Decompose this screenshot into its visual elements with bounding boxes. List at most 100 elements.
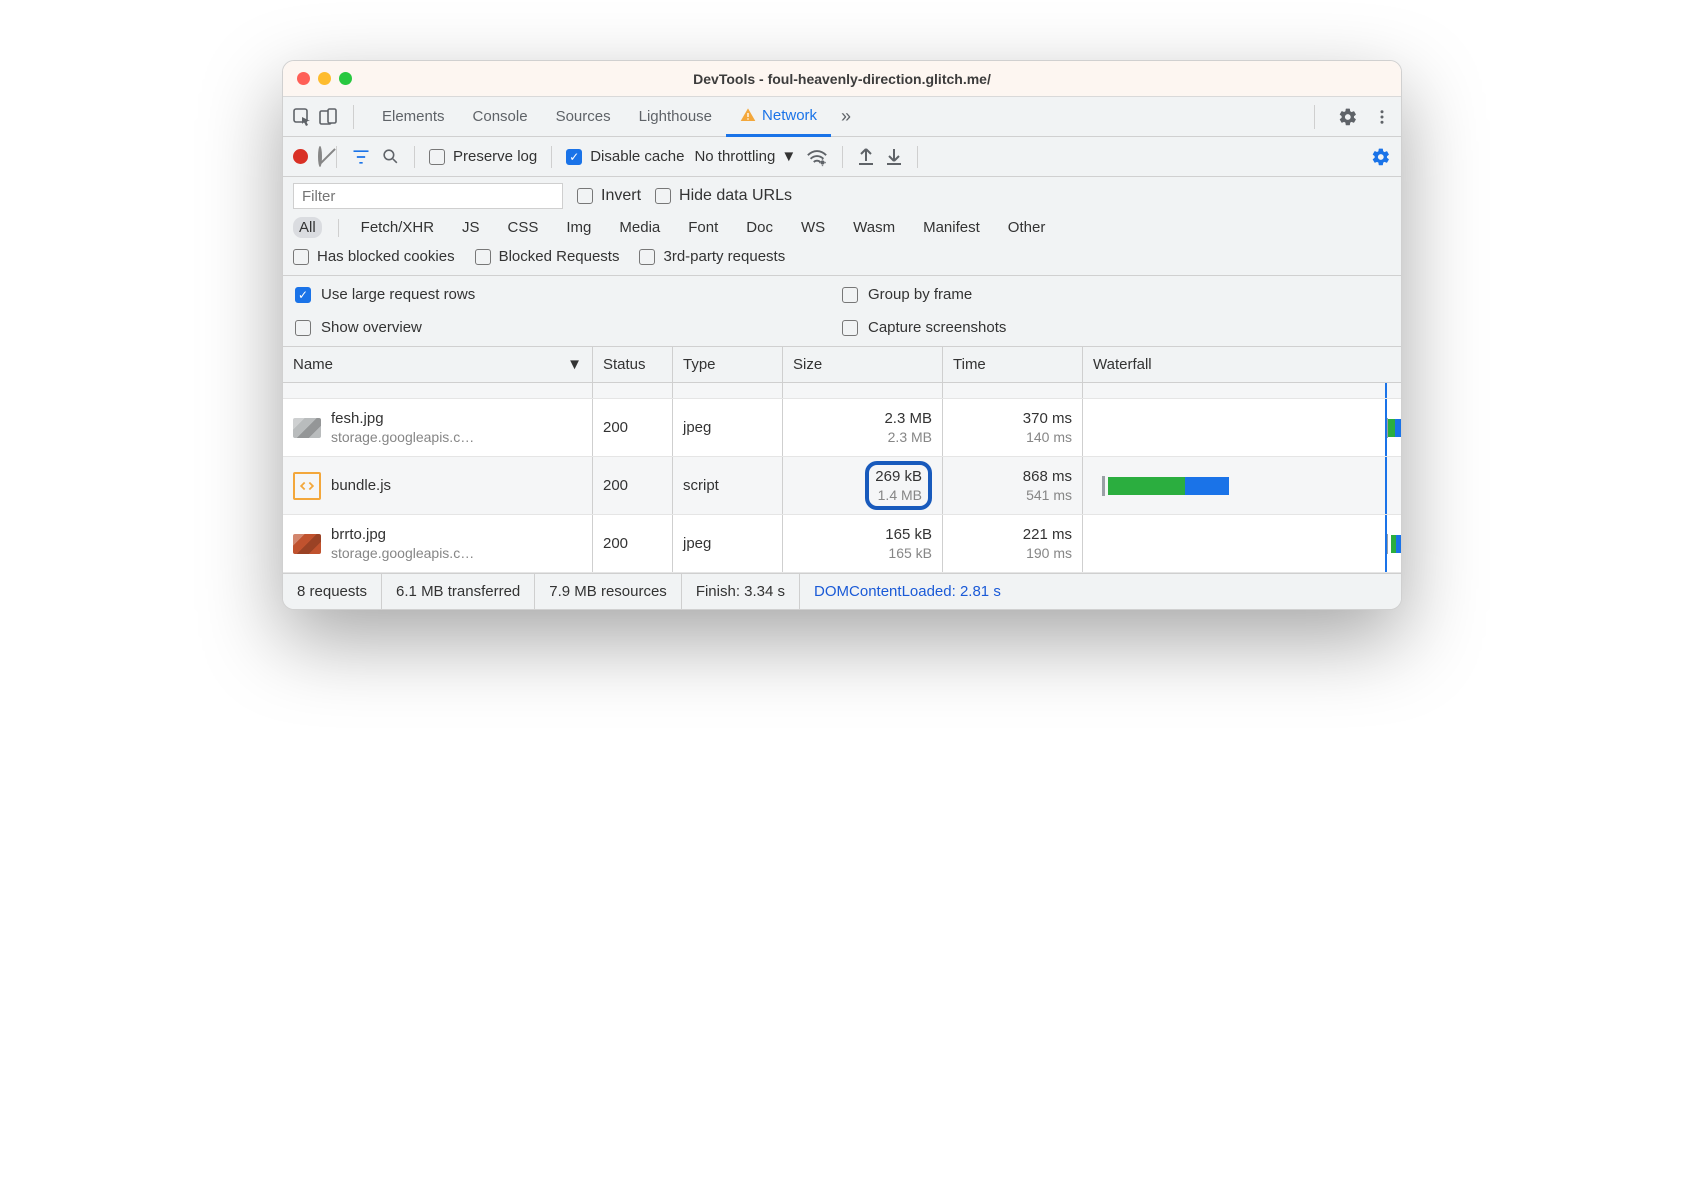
- size-resource: 165 kB: [888, 544, 932, 562]
- disable-cache-label: Disable cache: [590, 148, 684, 165]
- third-party-checkbox[interactable]: 3rd-party requests: [639, 248, 785, 265]
- capture-screenshots-checkbox[interactable]: Capture screenshots: [842, 319, 1389, 336]
- column-header-size[interactable]: Size: [783, 347, 943, 382]
- preserve-log-checkbox[interactable]: Preserve log: [429, 148, 537, 165]
- show-overview-checkbox[interactable]: Show overview: [295, 319, 842, 336]
- dcl-marker-line: [1385, 515, 1387, 572]
- tab-label: Sources: [556, 108, 611, 125]
- sort-icon: ▼: [567, 356, 582, 373]
- type-filter-all[interactable]: All: [293, 217, 322, 238]
- filter-input[interactable]: [293, 183, 563, 209]
- network-table-body: fesh.jpgstorage.googleapis.c…200jpeg2.3 …: [283, 383, 1401, 573]
- separator: [1314, 105, 1315, 129]
- invert-checkbox[interactable]: Invert: [577, 187, 641, 205]
- network-conditions-icon[interactable]: [806, 147, 828, 167]
- titlebar: DevTools - foul-heavenly-direction.glitc…: [283, 61, 1401, 97]
- column-header-type[interactable]: Type: [673, 347, 783, 382]
- image-thumb-icon: [293, 534, 321, 554]
- size-highlight: 269 kB1.4 MB: [865, 461, 932, 511]
- separator: [353, 105, 354, 129]
- type-filter-img[interactable]: Img: [560, 217, 597, 238]
- time-total: 370 ms: [1023, 409, 1072, 429]
- network-table-header: Name▼ Status Type Size Time Waterfall: [283, 347, 1401, 383]
- table-row[interactable]: fesh.jpgstorage.googleapis.c…200jpeg2.3 …: [283, 399, 1401, 457]
- size-transfer: 165 kB: [885, 525, 932, 545]
- type-filter-media[interactable]: Media: [613, 217, 666, 238]
- more-tabs-button[interactable]: »: [835, 106, 857, 128]
- chevron-down-icon: ▼: [781, 148, 796, 165]
- use-large-rows-label: Use large request rows: [321, 286, 475, 303]
- filter-area: Invert Hide data URLs All Fetch/XHR JS CSS I…: [283, 177, 1401, 276]
- tab-label: Console: [473, 108, 528, 125]
- third-party-label: 3rd-party requests: [663, 248, 785, 265]
- size-resource: 1.4 MB: [878, 486, 922, 504]
- minimize-window-button[interactable]: [318, 72, 331, 85]
- waterfall-start-notch: [1102, 476, 1105, 496]
- use-large-rows-checkbox[interactable]: ✓Use large request rows: [295, 286, 842, 303]
- filter-toggle-icon[interactable]: [351, 147, 371, 167]
- size-transfer: 2.3 MB: [884, 409, 932, 429]
- close-window-button[interactable]: [297, 72, 310, 85]
- tab-lighthouse[interactable]: Lighthouse: [625, 97, 726, 137]
- table-row[interactable]: bundle.js200script269 kB1.4 MB868 ms541 …: [283, 457, 1401, 515]
- blocked-cookies-checkbox[interactable]: Has blocked cookies: [293, 248, 455, 265]
- waterfall-segment: [1108, 477, 1184, 495]
- panel-tabs: ElementsConsoleSourcesLighthouseNetwork …: [283, 97, 1401, 137]
- request-host: storage.googleapis.c…: [331, 544, 474, 562]
- type-filter-fetchxhr[interactable]: Fetch/XHR: [355, 217, 440, 238]
- tab-network[interactable]: Network: [726, 97, 831, 137]
- devtools-window: DevTools - foul-heavenly-direction.glitc…: [282, 60, 1402, 610]
- type-filter-css[interactable]: CSS: [502, 217, 545, 238]
- hide-data-urls-checkbox[interactable]: Hide data URLs: [655, 187, 792, 205]
- type-filter-wasm[interactable]: Wasm: [847, 217, 901, 238]
- tab-label: Lighthouse: [639, 108, 712, 125]
- tab-label: Elements: [382, 108, 445, 125]
- column-header-time[interactable]: Time: [943, 347, 1083, 382]
- export-har-icon[interactable]: [885, 147, 903, 167]
- zoom-window-button[interactable]: [339, 72, 352, 85]
- settings-gear-icon[interactable]: [1337, 106, 1359, 128]
- window-title: DevTools - foul-heavenly-direction.glitc…: [283, 71, 1401, 87]
- record-button[interactable]: [293, 149, 308, 164]
- type-filter-other[interactable]: Other: [1002, 217, 1052, 238]
- device-toolbar-icon[interactable]: [317, 106, 339, 128]
- clear-button[interactable]: [318, 148, 322, 165]
- network-toolbar: Preserve log ✓Disable cache No throttlin…: [283, 137, 1401, 177]
- kebab-menu-icon[interactable]: [1371, 106, 1393, 128]
- type-filter-manifest[interactable]: Manifest: [917, 217, 986, 238]
- inspect-icon[interactable]: [291, 106, 313, 128]
- throttling-select[interactable]: No throttling ▼: [694, 148, 796, 165]
- script-file-icon: [293, 472, 321, 500]
- status-bar: 8 requests 6.1 MB transferred 7.9 MB res…: [283, 573, 1401, 609]
- dcl-marker-line: [1385, 457, 1387, 514]
- request-host: storage.googleapis.c…: [331, 428, 474, 446]
- status-resources: 7.9 MB resources: [535, 574, 682, 609]
- blocked-requests-checkbox[interactable]: Blocked Requests: [475, 248, 620, 265]
- separator: [338, 219, 339, 237]
- cell-waterfall: [1083, 457, 1401, 514]
- throttling-label: No throttling: [694, 148, 775, 165]
- tab-sources[interactable]: Sources: [542, 97, 625, 137]
- time-total: 221 ms: [1023, 525, 1072, 545]
- disable-cache-checkbox[interactable]: ✓Disable cache: [566, 148, 684, 165]
- network-view-settings: ✓Use large request rows Group by frame S…: [283, 276, 1401, 347]
- column-header-name[interactable]: Name▼: [283, 347, 593, 382]
- type-filter-js[interactable]: JS: [456, 217, 486, 238]
- group-by-frame-checkbox[interactable]: Group by frame: [842, 286, 1389, 303]
- column-header-status[interactable]: Status: [593, 347, 673, 382]
- preserve-log-label: Preserve log: [453, 148, 537, 165]
- type-filter-doc[interactable]: Doc: [740, 217, 779, 238]
- blocked-requests-label: Blocked Requests: [499, 248, 620, 265]
- tab-elements[interactable]: Elements: [368, 97, 459, 137]
- network-settings-gear-icon[interactable]: [1371, 147, 1391, 167]
- dcl-marker-line: [1385, 383, 1387, 398]
- cell-waterfall: [1083, 399, 1401, 456]
- search-icon[interactable]: [381, 147, 400, 166]
- type-filter-font[interactable]: Font: [682, 217, 724, 238]
- column-header-waterfall[interactable]: Waterfall: [1083, 347, 1401, 382]
- table-row[interactable]: brrto.jpgstorage.googleapis.c…200jpeg165…: [283, 515, 1401, 573]
- import-har-icon[interactable]: [857, 147, 875, 167]
- tab-console[interactable]: Console: [459, 97, 542, 137]
- blocked-cookies-label: Has blocked cookies: [317, 248, 455, 265]
- type-filter-ws[interactable]: WS: [795, 217, 831, 238]
